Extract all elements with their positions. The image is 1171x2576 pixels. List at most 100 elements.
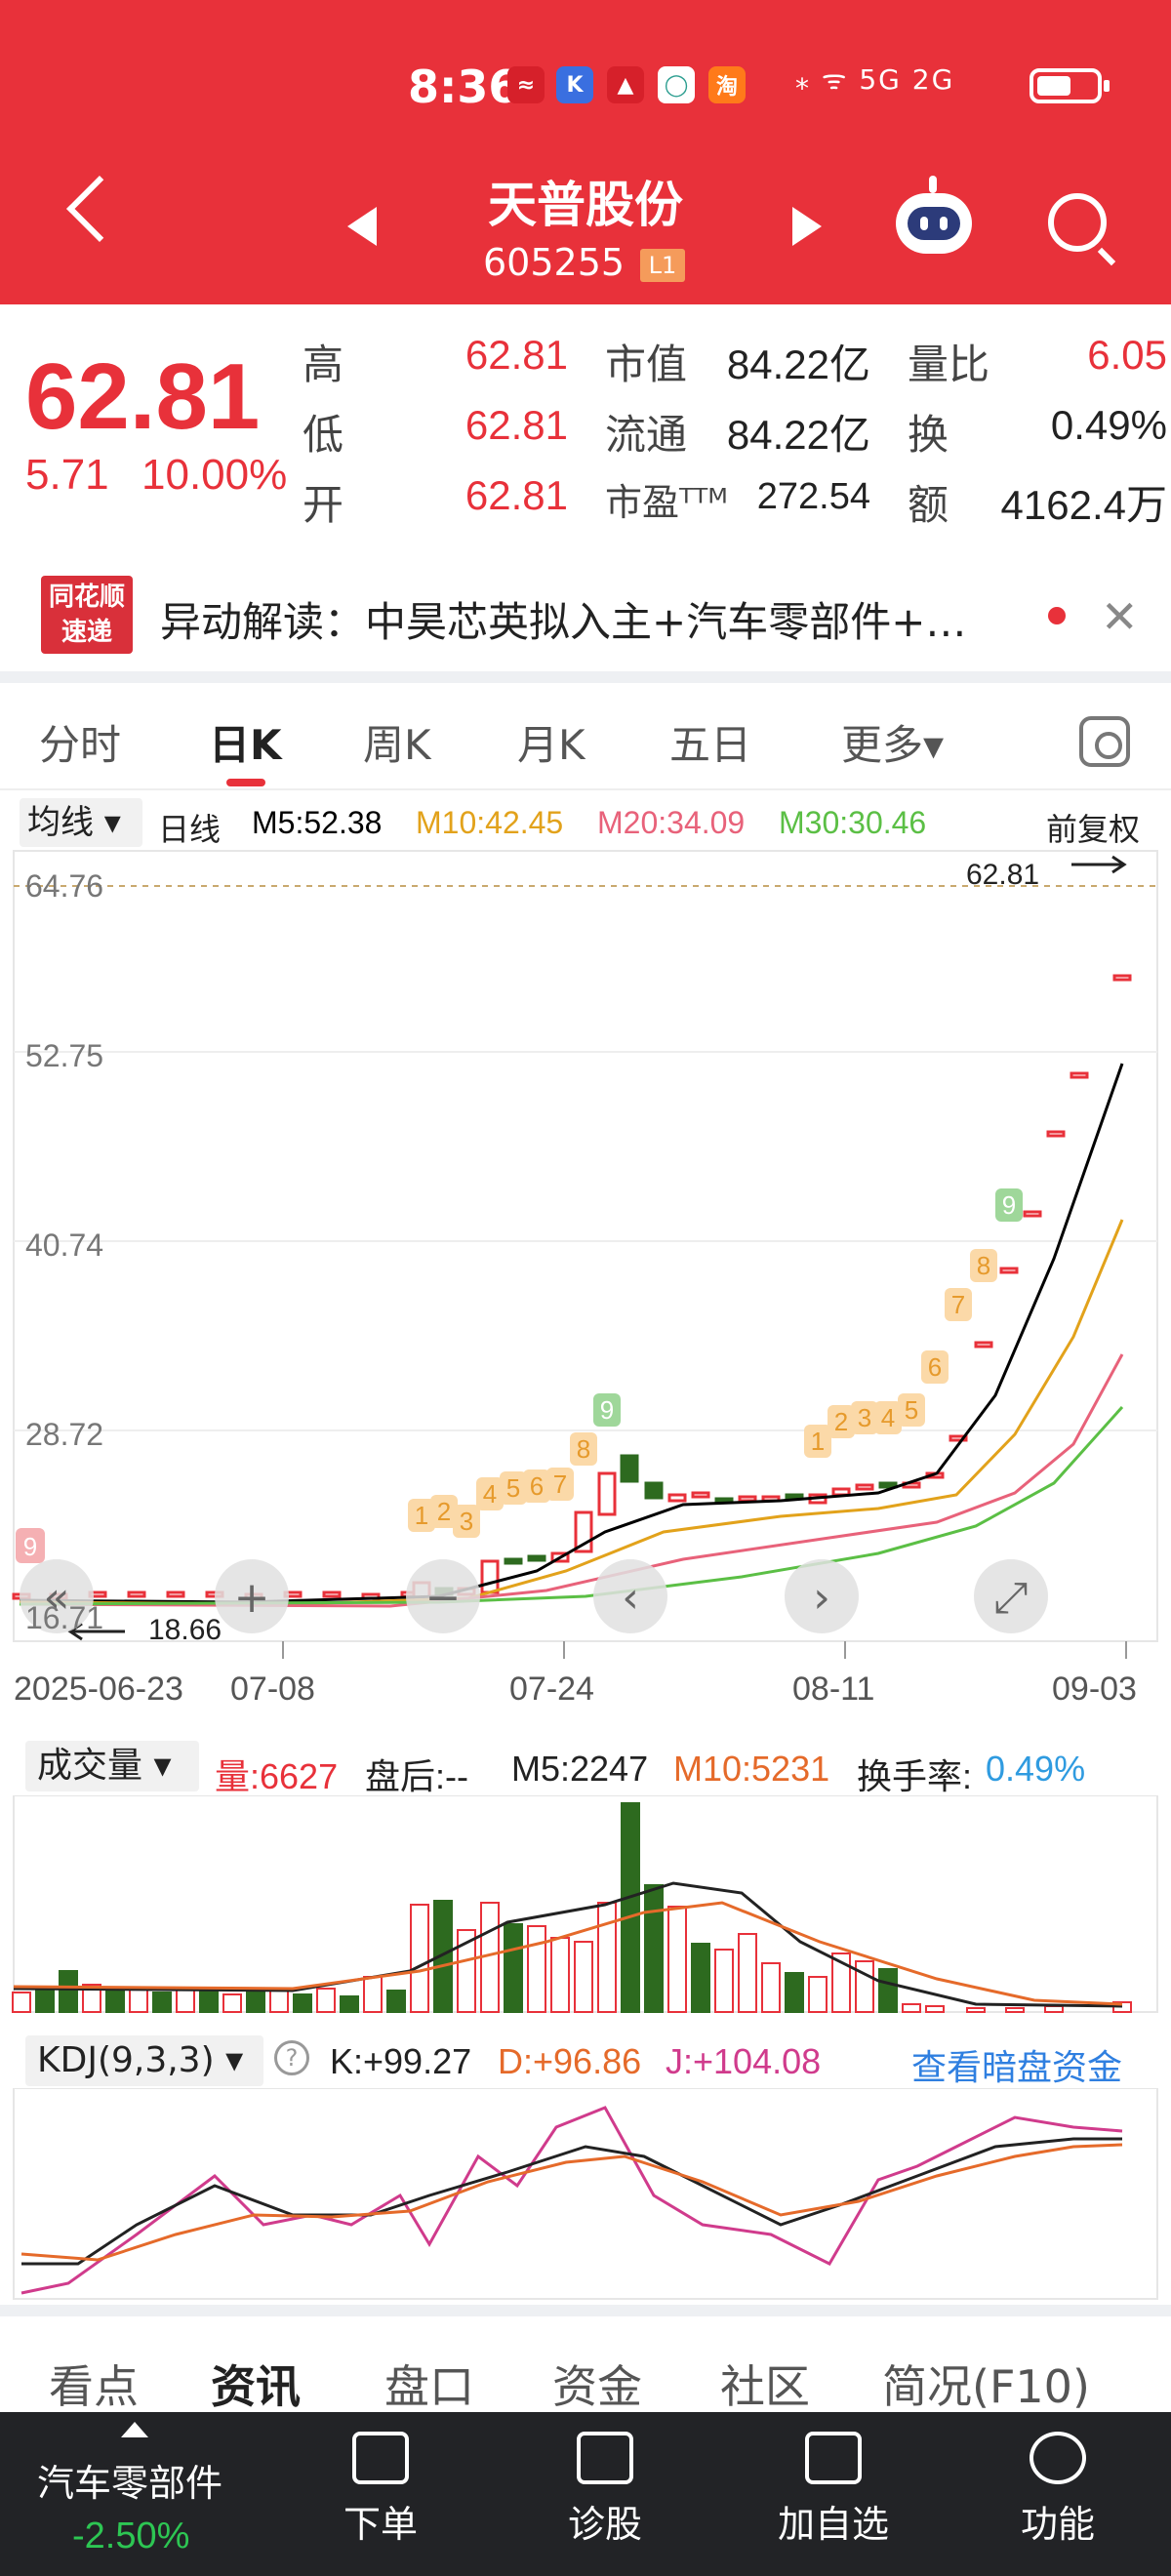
chart-frame: [13, 850, 1158, 1642]
search-icon[interactable]: [1048, 193, 1107, 252]
tab-five-day[interactable]: 五日: [669, 721, 752, 769]
chart-nav-icon: ‹: [622, 1573, 639, 1623]
y-axis-label: 52.75: [25, 1038, 104, 1073]
td-count-label: 8: [977, 1251, 990, 1280]
td-count-label: 9: [1002, 1190, 1016, 1220]
y-axis-label: 28.72: [25, 1417, 104, 1452]
volume-bar: [714, 1949, 734, 2013]
volume-bar: [222, 1993, 242, 2013]
expand-caret-icon[interactable]: [121, 2422, 148, 2437]
battery-icon: [1030, 68, 1110, 103]
current-price: 62.81: [25, 344, 261, 449]
td-count-label: 2: [834, 1407, 848, 1436]
chart-nav-button: [593, 1559, 667, 1633]
indicator-select[interactable]: 均线 ▾: [20, 798, 142, 847]
volume-bar: [504, 1923, 523, 2013]
period-label: 日线: [158, 812, 222, 847]
mktcap-value: 84.22亿: [726, 342, 870, 387]
candle: [620, 1454, 639, 1483]
candle: [667, 1493, 687, 1503]
kdj-indicator-select[interactable]: KDJ(9,3,3) ▾: [25, 2035, 263, 2086]
tab-order-book[interactable]: 盘口: [384, 2360, 474, 2413]
tab-weekly-k[interactable]: 周K: [363, 721, 431, 769]
td-count-badge: [16, 1528, 45, 1563]
add-watchlist-button[interactable]: 加自选: [770, 2432, 897, 2548]
volume-bar: [808, 1976, 828, 2013]
candle: [166, 1590, 185, 1598]
functions-label: 功能: [1020, 2503, 1095, 2546]
add-watchlist-label: 加自选: [777, 2503, 889, 2546]
td-count-label: 9: [600, 1395, 614, 1425]
tab-daily-k[interactable]: 日K: [209, 721, 282, 769]
news-close-icon[interactable]: ✕: [1101, 590, 1139, 643]
divider: [0, 788, 1171, 790]
volume-bar: [761, 1962, 781, 2013]
candle: [1023, 1210, 1042, 1218]
candle: [974, 1341, 993, 1348]
tab-intraday[interactable]: 分时: [39, 721, 122, 769]
tab-profile[interactable]: 简况(F10): [882, 2360, 1090, 2413]
vol-ratio-label: 量比: [908, 341, 990, 388]
td-count-label: 6: [928, 1352, 942, 1382]
volume-bar: [340, 1995, 359, 2013]
td-count-badge: [804, 1425, 831, 1458]
ma5-line: [19, 1063, 1124, 1604]
td-count-label: 4: [483, 1479, 497, 1509]
tab-highlights[interactable]: 看点: [49, 2360, 139, 2413]
volume-bar: [129, 1988, 148, 2013]
volume-indicator-select[interactable]: 成交量 ▾: [25, 1741, 199, 1791]
volume-bar: [293, 1993, 312, 2013]
divider: [0, 671, 1171, 683]
date-label: 09-03: [1052, 1670, 1137, 1708]
prev-stock-button[interactable]: [347, 207, 377, 246]
pe-label: 市盈ᵀᵀᴹ: [605, 481, 728, 524]
diagnose-icon: [577, 2432, 633, 2484]
after-hours-value: 盘后:--: [365, 1756, 468, 1796]
td-count-badge: [945, 1288, 972, 1321]
tab-monthly-k[interactable]: 月K: [517, 721, 586, 769]
active-tab-indicator: [226, 779, 265, 786]
volume-ma10-line: [13, 1901, 1123, 2006]
volume-bar: [199, 1990, 219, 2013]
td-count-badge: [430, 1495, 458, 1528]
adjust-mode[interactable]: 前复权: [1046, 812, 1141, 847]
chart-settings-icon[interactable]: [1079, 716, 1130, 767]
dark-pool-link[interactable]: 查看暗盘资金: [911, 2047, 1123, 2087]
candle: [1046, 1130, 1066, 1138]
amount-label: 额: [908, 481, 949, 529]
ai-assistant-icon[interactable]: [896, 176, 972, 254]
volume-bar: [457, 1929, 476, 2013]
volume-bar: [1005, 2007, 1025, 2013]
candle: [999, 1267, 1019, 1274]
ma5-value: M5:52.38: [252, 805, 383, 840]
ma20-value: M20:34.09: [597, 805, 746, 840]
tab-news[interactable]: 资讯: [211, 2360, 301, 2413]
news-headline[interactable]: 异动解读：中昊芯英拟入主+汽车零部件+…: [160, 598, 967, 646]
volume-chart[interactable]: [0, 1795, 1171, 2015]
kdj-chart[interactable]: [0, 2088, 1171, 2301]
tab-funds[interactable]: 资金: [552, 2360, 642, 2413]
volume-bar: [738, 1933, 757, 2013]
td-count-label: 8: [577, 1434, 590, 1464]
order-icon: [352, 2432, 409, 2484]
volume-m10: M10:5231: [673, 1749, 830, 1789]
sector-name[interactable]: 汽车零部件: [37, 2462, 223, 2505]
news-logo-line1: 同花顺: [48, 583, 125, 612]
tab-more[interactable]: 更多▾: [841, 721, 945, 769]
functions-button[interactable]: 功能: [994, 2432, 1121, 2548]
diagnose-button[interactable]: 诊股: [542, 2432, 668, 2548]
next-stock-button[interactable]: [792, 207, 822, 246]
taobao-app-icon: 淘: [708, 66, 746, 103]
help-icon[interactable]: ?: [274, 2040, 309, 2075]
tab-community[interactable]: 社区: [720, 2360, 810, 2413]
td-count-badge: [476, 1477, 504, 1510]
vol-ratio-value: 6.05: [1087, 332, 1167, 378]
float-value: 84.22亿: [726, 412, 870, 458]
td-count-label: 1: [415, 1501, 428, 1530]
td-count-badge: [970, 1249, 997, 1282]
volume-bar: [597, 1902, 617, 2013]
place-order-button[interactable]: 下单: [317, 2432, 444, 2548]
td-count-badge: [546, 1468, 574, 1501]
low-value: 62.81: [464, 402, 568, 448]
